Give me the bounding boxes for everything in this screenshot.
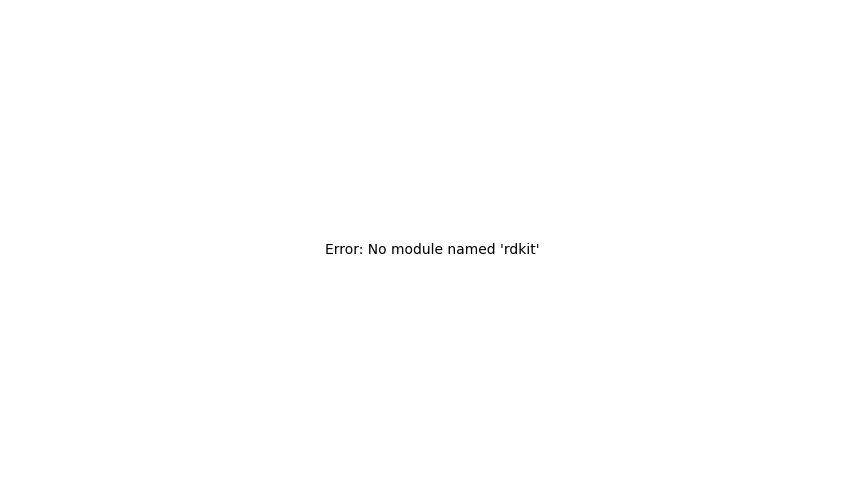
Text: Error: No module named 'rdkit': Error: No module named 'rdkit' [325,243,539,257]
